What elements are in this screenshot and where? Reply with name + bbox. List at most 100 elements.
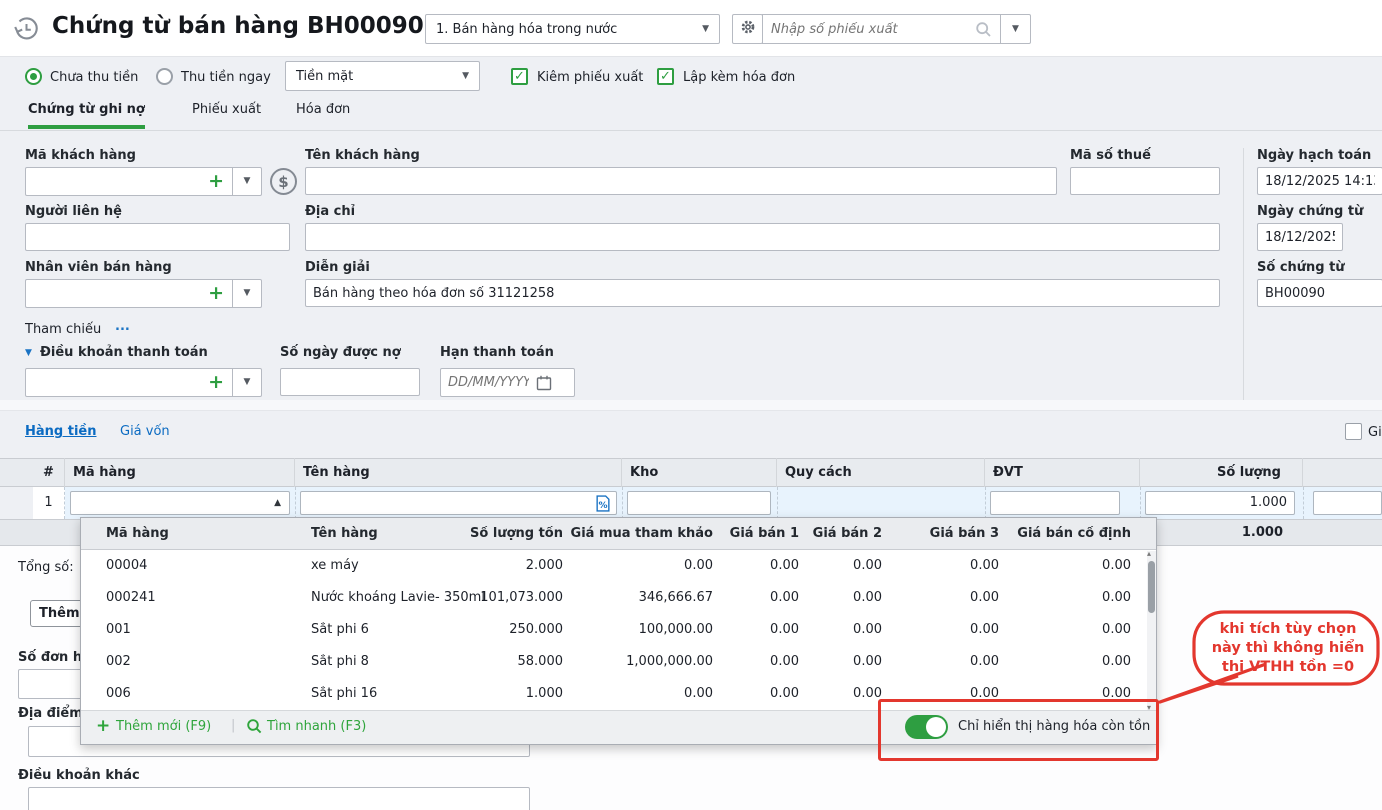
posting-date-input[interactable] <box>1257 167 1382 195</box>
add-customer-icon[interactable]: + <box>208 170 224 192</box>
item-price2: 0.00 <box>853 590 882 605</box>
address-input[interactable] <box>305 223 1220 251</box>
callout-line: khi tích tùy chọn <box>1219 621 1357 637</box>
scroll-down-icon[interactable]: ▾ <box>1147 703 1152 712</box>
toggle-knob <box>926 717 946 737</box>
tab-export-slip[interactable]: Phiếu xuất <box>192 102 261 117</box>
customer-code-dropdown[interactable]: ▼ <box>232 168 261 195</box>
radio-collect-now-label[interactable]: Thu tiền ngay <box>181 70 271 85</box>
search-input[interactable] <box>763 16 975 42</box>
with-export-slip-checkbox[interactable]: ✓ <box>511 68 528 85</box>
grid-col-unit[interactable]: ĐVT <box>985 458 1140 487</box>
item-name-cell-input[interactable]: % <box>300 491 617 515</box>
only-in-stock-label[interactable]: Chỉ hiển thị hàng hóa còn tồn <box>958 719 1151 734</box>
grid-col-spec[interactable]: Quy cách <box>777 458 985 487</box>
description-input[interactable] <box>305 279 1220 307</box>
doc-no-input[interactable] <box>1257 279 1382 307</box>
scrollbar-thumb[interactable] <box>1148 561 1155 613</box>
tab-debit-doc[interactable]: Chứng từ ghi nợ <box>28 102 145 129</box>
salesperson-dropdown[interactable]: ▼ <box>232 280 261 307</box>
calendar-icon[interactable] <box>536 375 552 391</box>
radio-collect-now[interactable] <box>156 68 173 85</box>
settings-button[interactable] <box>732 14 763 44</box>
picker-col-price2: Giá bán 2 <box>812 526 882 541</box>
doc-type-select[interactable]: 1. Bán hàng hóa trong nước ▼ <box>425 14 720 44</box>
only-in-stock-toggle[interactable] <box>905 715 948 739</box>
picker-row[interactable]: 002 Sắt phi 8 58.000 1,000,000.00 0.00 0… <box>81 646 1156 678</box>
item-code-combo-open[interactable]: ▲ <box>70 491 290 515</box>
grid-col-quantity[interactable]: Số lượng <box>1140 458 1303 487</box>
add-salesperson-icon[interactable]: + <box>208 282 224 304</box>
grid-col-warehouse[interactable]: Kho <box>622 458 777 487</box>
grid-col-item-code[interactable]: Mã hàng <box>65 458 295 487</box>
item-price2: 0.00 <box>853 622 882 637</box>
doc-date-input[interactable] <box>1257 223 1343 251</box>
search-icon[interactable] <box>975 21 1000 38</box>
grid-col-item-name[interactable]: Tên hàng <box>295 458 622 487</box>
tax-code-input[interactable] <box>1070 167 1220 195</box>
payment-term-dropdown[interactable]: ▼ <box>232 369 261 396</box>
picker-col-name: Tên hàng <box>311 526 378 541</box>
customer-code-combo[interactable]: + ▼ <box>25 167 262 196</box>
with-invoice-label[interactable]: Lập kèm hóa đơn <box>683 70 796 85</box>
salesperson-combo[interactable]: + ▼ <box>25 279 262 308</box>
contact-label: Người liên hệ <box>25 204 122 219</box>
history-icon[interactable] <box>13 16 40 47</box>
item-price1: 0.00 <box>770 558 799 573</box>
tab-goods-amount[interactable]: Hàng tiền <box>25 424 96 439</box>
add-payment-term-icon[interactable]: + <box>208 371 224 393</box>
unit-cell-input[interactable] <box>990 491 1120 515</box>
quantity-cell-input[interactable]: 1.000 <box>1145 491 1295 515</box>
search-dropdown-button[interactable]: ▼ <box>1000 14 1031 44</box>
plus-icon[interactable]: + <box>96 716 111 736</box>
picker-col-code: Mã hàng <box>106 526 169 541</box>
picker-row[interactable]: 000241 Nước khoáng Lavie- 350ml 101,073.… <box>81 582 1156 614</box>
quick-search-link[interactable]: Tìm nhanh (F3) <box>267 719 367 734</box>
collapse-icon[interactable]: ▼ <box>25 348 32 358</box>
tabs-divider <box>0 130 1382 131</box>
radio-not-collected[interactable] <box>25 68 42 85</box>
with-export-slip-label[interactable]: Kiêm phiếu xuất <box>537 70 644 85</box>
item-stock: 1.000 <box>525 686 563 701</box>
extra-cell-input[interactable] <box>1313 491 1382 515</box>
item-stock: 101,073.000 <box>480 590 563 605</box>
tab-cost-price[interactable]: Giá vốn <box>120 424 170 439</box>
quick-search-icon[interactable] <box>246 718 263 735</box>
item-fixed-price: 0.00 <box>1102 558 1131 573</box>
warehouse-cell-input[interactable] <box>627 491 771 515</box>
payment-term-combo[interactable]: + ▼ <box>25 368 262 397</box>
add-new-item-link[interactable]: Thêm mới (F9) <box>116 719 212 734</box>
payment-method-select[interactable]: Tiền mặt ▼ <box>285 61 480 91</box>
picker-footer <box>81 710 1156 744</box>
tab-invoice[interactable]: Hóa đơn <box>296 102 350 117</box>
price-checkbox[interactable] <box>1345 423 1362 440</box>
other-terms-input[interactable] <box>28 787 530 810</box>
grid-col-index[interactable]: # <box>33 458 65 487</box>
tab-goods-amount-label: Hàng tiền <box>25 424 97 439</box>
currency-icon[interactable]: $ <box>270 168 297 195</box>
picker-row[interactable]: 00004 xe máy 2.000 0.00 0.00 0.00 0.00 0… <box>81 550 1156 582</box>
scroll-up-icon[interactable]: ▴ <box>1147 549 1152 558</box>
item-ref-price: 1,000,000.00 <box>626 654 713 669</box>
grid-col-extra[interactable] <box>1303 458 1382 487</box>
payment-method-value: Tiền mặt <box>296 68 354 84</box>
debt-days-input[interactable] <box>280 368 420 396</box>
grid-row1-sep <box>1303 487 1304 519</box>
item-picker-panel: Mã hàng Tên hàng Số lượng tồn Giá mua th… <box>80 517 1157 745</box>
svg-text:%: % <box>598 500 607 510</box>
order-no-label: Số đơn h <box>18 650 83 665</box>
contact-input[interactable] <box>25 223 290 251</box>
picker-col-ref-price: Giá mua tham khảo <box>570 526 713 541</box>
percent-doc-icon[interactable]: % <box>595 494 616 512</box>
add-row-button-label: Thêm <box>39 606 80 621</box>
with-invoice-checkbox[interactable]: ✓ <box>657 68 674 85</box>
customer-name-input[interactable] <box>305 167 1057 195</box>
picker-row[interactable]: 006 Sắt phi 16 1.000 0.00 0.00 0.00 0.00… <box>81 678 1156 710</box>
reference-more-link[interactable]: ... <box>115 319 130 334</box>
picker-row[interactable]: 001 Sắt phi 6 250.000 100,000.00 0.00 0.… <box>81 614 1156 646</box>
picker-scrollbar[interactable]: ▴ ▾ <box>1147 549 1156 712</box>
due-date-input[interactable] <box>441 375 536 390</box>
radio-not-collected-label[interactable]: Chưa thu tiền <box>50 70 139 85</box>
item-name: Sắt phi 6 <box>311 622 369 637</box>
item-fixed-price: 0.00 <box>1102 686 1131 701</box>
